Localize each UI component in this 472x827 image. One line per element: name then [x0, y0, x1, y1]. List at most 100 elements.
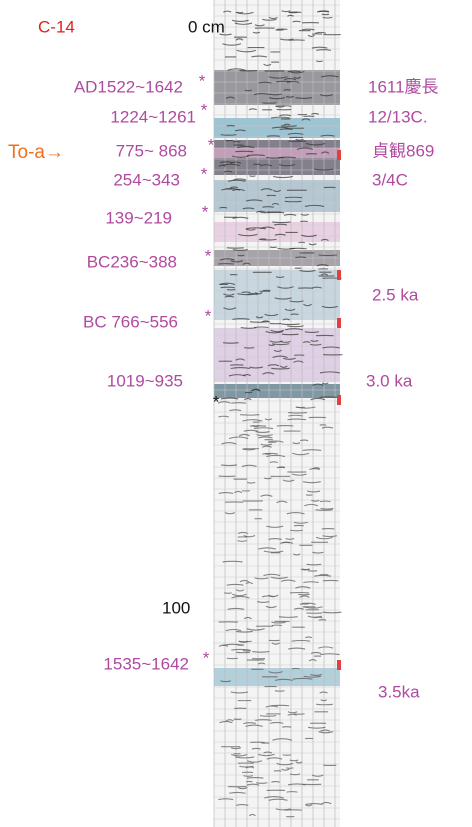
sketch-stroke	[239, 579, 250, 583]
sketch-stroke	[234, 490, 243, 494]
sketch-stroke	[264, 796, 284, 799]
sketch-stroke	[236, 49, 256, 53]
sketch-stroke	[224, 512, 236, 515]
date-label: 254~343	[113, 170, 180, 189]
sketch-stroke	[275, 808, 291, 811]
sketch-stroke	[245, 766, 255, 769]
sketch-stroke	[263, 477, 272, 480]
sketch-stroke	[285, 328, 304, 331]
sketch-stroke	[222, 43, 242, 46]
sketch-stroke	[246, 783, 260, 786]
sketch-stroke	[265, 605, 277, 609]
sketch-stroke	[307, 34, 315, 38]
sketch-stroke	[320, 729, 331, 732]
sketch-stroke	[269, 340, 283, 343]
sketch-stroke	[287, 132, 304, 135]
sketch-stroke	[230, 367, 251, 370]
sketch-stroke	[310, 340, 319, 342]
sketch-stroke	[238, 433, 250, 437]
sketch-stroke	[253, 427, 274, 430]
sketch-stroke	[226, 288, 236, 291]
sketch-stroke	[270, 576, 288, 579]
sketch-stroke	[243, 429, 258, 432]
sketch-stroke	[299, 595, 310, 598]
sketch-stroke	[314, 616, 323, 619]
sketch-stroke	[305, 804, 313, 807]
sediment-band	[214, 328, 340, 382]
sketch-stroke	[268, 671, 283, 674]
sketch-stroke	[231, 648, 250, 651]
sketch-stroke	[283, 213, 297, 216]
date-marker: *	[205, 246, 212, 265]
red-mark	[337, 660, 341, 670]
sketch-stroke	[301, 118, 311, 121]
sketch-stroke	[260, 494, 273, 497]
sketch-stroke	[300, 439, 309, 442]
sketch-stroke	[255, 782, 268, 784]
sketch-stroke	[289, 300, 304, 303]
sketch-stroke	[310, 674, 322, 676]
sketch-stroke	[271, 367, 290, 370]
sketch-stroke	[270, 329, 285, 333]
sketch-stroke	[222, 560, 243, 563]
sketch-stroke	[299, 269, 316, 272]
sketch-stroke	[243, 722, 257, 725]
sketch-stroke	[316, 10, 329, 13]
sketch-stroke	[245, 199, 263, 202]
sketch-stroke	[245, 724, 263, 727]
sketch-stroke	[318, 646, 334, 649]
sketch-stroke	[221, 188, 241, 191]
sketch-stroke	[305, 636, 313, 639]
sketch-stroke	[315, 31, 327, 34]
sketch-stroke	[268, 97, 285, 100]
sketch-stroke	[269, 721, 284, 724]
sketch-stroke	[271, 126, 289, 129]
sketch-stroke	[229, 409, 242, 412]
sketch-stroke	[287, 325, 304, 328]
sketch-stroke	[296, 147, 314, 150]
sketch-stroke	[291, 667, 300, 670]
sketch-stroke	[292, 452, 310, 456]
sketch-stroke	[243, 535, 256, 538]
sketch-stroke	[320, 273, 329, 276]
sketch-stroke	[320, 151, 330, 154]
sketch-stroke	[319, 691, 328, 694]
sketch-stroke	[218, 644, 229, 647]
sketch-stroke	[221, 163, 240, 167]
sketch-stroke	[257, 753, 275, 757]
sketch-stroke	[287, 783, 306, 786]
sketch-stroke	[274, 297, 292, 300]
sketch-stroke	[314, 574, 332, 577]
sketch-stroke	[277, 286, 294, 289]
sketch-stroke	[301, 234, 317, 238]
sketch-stroke	[232, 19, 249, 22]
sketch-stroke	[246, 628, 265, 631]
sketch-stroke	[263, 573, 281, 577]
sketch-stroke	[310, 651, 322, 655]
sketch-stroke	[321, 305, 339, 309]
sketch-stroke	[303, 303, 312, 307]
sketch-stroke	[246, 227, 267, 230]
sketch-stroke	[237, 145, 255, 149]
sketch-stroke	[282, 479, 295, 482]
sketch-stroke	[255, 316, 264, 319]
sketch-stroke	[248, 108, 257, 111]
sketch-stroke	[271, 642, 280, 645]
sketch-stroke	[320, 699, 328, 702]
sketch-stroke	[264, 313, 279, 317]
sketch-stroke	[282, 318, 291, 321]
date-marker: *	[213, 392, 220, 411]
sketch-stroke	[258, 210, 270, 214]
date-marker: *	[208, 135, 215, 154]
sketch-stroke	[295, 256, 307, 259]
sketch-stroke	[271, 621, 286, 624]
sketch-stroke	[316, 60, 323, 63]
title: C-14	[38, 17, 75, 36]
sketch-stroke	[278, 163, 296, 167]
sketch-stroke	[304, 331, 319, 334]
sketch-stroke	[231, 155, 250, 158]
sketch-stroke	[252, 424, 260, 428]
date-marker: *	[203, 648, 210, 667]
sketch-stroke	[295, 406, 316, 409]
